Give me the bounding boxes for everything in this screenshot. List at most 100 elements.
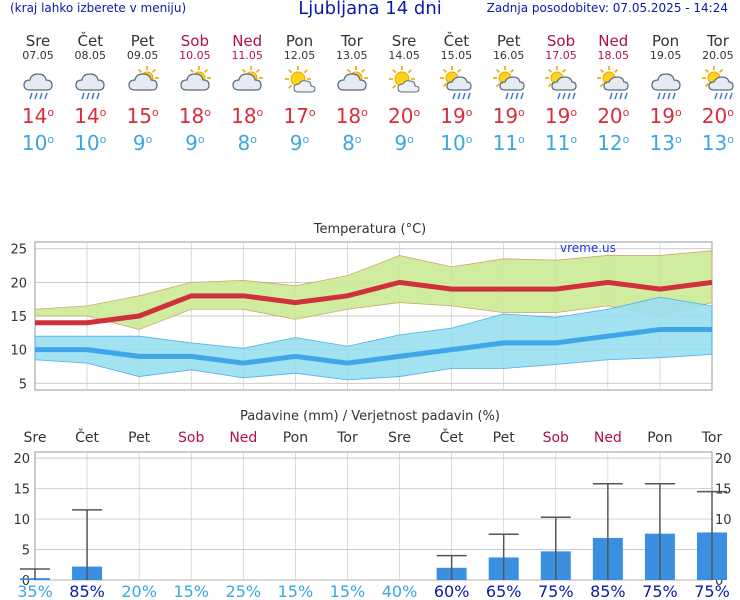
region-menu-hint[interactable]: (kraj lahko izberete v meniju) bbox=[10, 1, 187, 15]
page-title: Ljubljana 14 dni bbox=[298, 0, 442, 19]
temp-max: 19o bbox=[649, 104, 682, 128]
day-name: Sob bbox=[180, 32, 209, 50]
day-date: 18.05 bbox=[597, 49, 630, 62]
probability-label: 20% bbox=[121, 582, 157, 600]
y-tick-label-left: 5 bbox=[22, 544, 30, 559]
temp-max: 18o bbox=[178, 104, 211, 128]
x-tick-label: Tor bbox=[336, 430, 358, 446]
day-name: Pon bbox=[285, 32, 314, 50]
probability-label: 75% bbox=[538, 582, 574, 600]
sun-rain-icon bbox=[587, 66, 639, 100]
temp-max: 14o bbox=[21, 104, 55, 128]
temp-min: 10o bbox=[21, 131, 55, 155]
y-tick-label: 25 bbox=[10, 243, 27, 258]
x-tick-label: Ned bbox=[594, 430, 622, 446]
temp-min: 12o bbox=[597, 131, 630, 155]
day-date: 20.05 bbox=[702, 49, 734, 62]
x-tick-label: Sob bbox=[543, 430, 569, 446]
probability-label: 25% bbox=[226, 582, 262, 600]
day-column: Pon 19.05 19o 13o bbox=[640, 33, 692, 154]
y-tick-label: 20 bbox=[10, 276, 27, 291]
day-column: Sre 07.05 14o 10o bbox=[12, 33, 64, 154]
watermark: vreme.us bbox=[560, 241, 616, 255]
temp-min: 11o bbox=[544, 131, 578, 155]
probability-label: 40% bbox=[382, 582, 418, 600]
temp-max: 20o bbox=[388, 104, 421, 128]
y-tick-label: 10 bbox=[10, 344, 27, 359]
y-tick-label: 15 bbox=[10, 310, 27, 325]
temp-max: 15o bbox=[126, 104, 159, 128]
x-tick-label: Sre bbox=[24, 430, 47, 446]
x-tick-label: Pet bbox=[128, 430, 151, 446]
temp-max: 19o bbox=[492, 104, 525, 128]
rain-cloud-icon bbox=[64, 66, 116, 100]
day-name: Čet bbox=[77, 32, 104, 50]
temp-min: 11o bbox=[492, 131, 525, 155]
partly-cloudy-icon bbox=[221, 66, 273, 100]
probability-label: 75% bbox=[694, 582, 730, 600]
probability-label: 35% bbox=[17, 582, 53, 600]
day-column: Sob 10.05 18o 9o bbox=[169, 33, 221, 154]
temp-max: 20o bbox=[597, 104, 630, 128]
temp-max: 18o bbox=[231, 104, 264, 128]
day-date: 07.05 bbox=[22, 49, 54, 62]
day-column: Ned 18.05 20o 12o bbox=[587, 33, 639, 154]
day-column: Čet 08.05 14o 10o bbox=[64, 33, 116, 154]
y-tick-label-right: 15 bbox=[715, 483, 732, 498]
x-tick-label: Čet bbox=[440, 428, 464, 446]
temp-max: 18o bbox=[335, 104, 368, 128]
day-date: 08.05 bbox=[74, 49, 107, 62]
day-column: Pet 09.05 15o 9o bbox=[117, 33, 169, 154]
day-name: Ned bbox=[232, 32, 263, 50]
day-column: Čet 15.05 19o 10o bbox=[430, 33, 482, 154]
probability-label: 15% bbox=[330, 582, 366, 600]
y-tick-label: 5 bbox=[19, 377, 27, 392]
day-column: Pet 16.05 19o 11o bbox=[483, 33, 535, 154]
day-name: Ned bbox=[598, 32, 629, 50]
partly-cloudy-icon bbox=[326, 66, 378, 100]
day-date: 16.05 bbox=[492, 49, 525, 62]
day-column: Ned 11.05 18o 8o bbox=[221, 33, 273, 154]
x-tick-label: Pon bbox=[283, 430, 308, 446]
temperature-chart: Temperatura (°C) 5 10 15 20 25 vreme.us bbox=[10, 222, 713, 392]
sun-cloud-icon bbox=[378, 66, 430, 100]
y-tick-label-left: 20 bbox=[13, 452, 30, 467]
x-tick-label: Pon bbox=[647, 430, 672, 446]
precipitation-chart: Padavine (mm) / Verjetnost padavin (%) Sr… bbox=[13, 409, 732, 600]
day-name: Sob bbox=[546, 32, 576, 50]
day-column: Tor 20.05 20o 13o bbox=[692, 33, 740, 154]
temp-max: 19o bbox=[440, 104, 473, 128]
temp-min: 9o bbox=[289, 131, 310, 155]
temp-max: 20o bbox=[701, 104, 734, 128]
x-tick-label: Sre bbox=[388, 430, 411, 446]
day-name: Pet bbox=[496, 32, 521, 50]
chart-title: Temperatura (°C) bbox=[313, 222, 426, 237]
probability-label: 85% bbox=[590, 582, 626, 600]
x-tick-label: Sob bbox=[178, 430, 204, 446]
temp-min: 10o bbox=[440, 131, 473, 155]
day-date: 11.05 bbox=[231, 49, 263, 62]
header: (kraj lahko izberete v meniju) Ljubljana… bbox=[0, 0, 740, 22]
temp-max: 19o bbox=[544, 104, 578, 128]
last-updated: Zadnja posodobitev: 07.05.2025 - 14:24 bbox=[486, 1, 728, 15]
probability-label: 75% bbox=[642, 582, 678, 600]
day-date: 14.05 bbox=[388, 49, 420, 62]
day-name: Sre bbox=[391, 32, 417, 50]
y-tick-label-left: 10 bbox=[13, 513, 30, 528]
sun-rain-icon bbox=[430, 66, 482, 100]
temp-min: 9o bbox=[185, 131, 205, 155]
sun-rain-icon bbox=[692, 66, 740, 100]
probability-label: 15% bbox=[278, 582, 314, 600]
day-date: 09.05 bbox=[126, 49, 159, 62]
day-name: Sre bbox=[25, 32, 51, 50]
rain-cloud-icon bbox=[12, 66, 64, 100]
temp-max: 14o bbox=[74, 104, 107, 128]
temp-min: 8o bbox=[237, 131, 257, 155]
day-date: 12.05 bbox=[283, 49, 316, 62]
day-column: Sre 14.05 20o 9o bbox=[378, 33, 430, 154]
day-name: Pon bbox=[651, 32, 680, 50]
x-tick-label: Tor bbox=[701, 430, 723, 446]
temp-min: 9o bbox=[394, 131, 414, 155]
y-tick-label-right: 20 bbox=[715, 452, 732, 467]
x-tick-label: Ned bbox=[229, 430, 257, 446]
